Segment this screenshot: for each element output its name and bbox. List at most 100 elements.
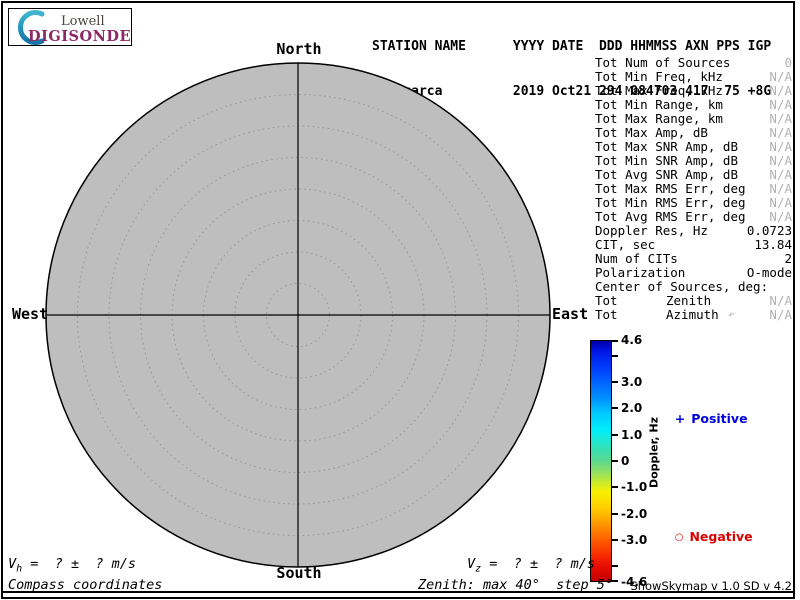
vertical-velocity-readout: Vz = ? ± ? m/s bbox=[467, 556, 595, 575]
stat-value: N/A bbox=[769, 83, 792, 98]
doppler-colorbar: 4.6 3.0 2.0 1.0 0 -1.0 -2.0 -3.0 -4.6 bbox=[590, 333, 790, 589]
colorbar-tick bbox=[612, 407, 618, 410]
stat-row: Tot Avg RMS Err, deg N/A bbox=[595, 210, 792, 224]
stat-value: N/A bbox=[769, 97, 792, 112]
colorbar-tick-label: 1.0 bbox=[621, 427, 643, 442]
stat-row: Tot Min RMS Err, deg N/A bbox=[595, 196, 792, 210]
stats-table: Tot Num of Sources 0 Tot Min Freq, kHz N/A T… bbox=[595, 56, 792, 322]
stat-value: N/A bbox=[769, 307, 792, 322]
stat-row: Tot Max SNR Amp, dB N/A bbox=[595, 140, 792, 154]
colorbar-tick-label: -1.0 bbox=[621, 480, 648, 495]
stat-row: Tot Max Range, km N/A bbox=[595, 112, 792, 126]
stat-label: Tot Avg RMS Err, deg bbox=[595, 209, 746, 224]
azimuth-arrow-icon: ↶ bbox=[728, 308, 735, 321]
stat-label: Tot Min Freq, kHz bbox=[595, 69, 723, 84]
colorbar-tick bbox=[612, 580, 618, 582]
stat-label: Doppler Res, Hz bbox=[595, 223, 708, 238]
stat-label: Tot Max Freq, kHz bbox=[595, 83, 723, 98]
stat-label: Tot Max RMS Err, deg bbox=[595, 181, 746, 196]
vh-symbol: V bbox=[8, 556, 17, 572]
colorbar-tick-label: 4.6 bbox=[621, 333, 643, 347]
stat-row: Tot Min Range, km N/A bbox=[595, 98, 792, 112]
coordinate-system-note: Compass coordinates bbox=[8, 577, 163, 593]
skymap-plot bbox=[45, 62, 551, 568]
stat-label: Num of CITs bbox=[595, 251, 678, 266]
vh-value: = ? ± ? m/s bbox=[22, 556, 136, 572]
stat-row: Tot Min SNR Amp, dB N/A bbox=[595, 154, 792, 168]
stat-label: Tot Num of Sources bbox=[595, 55, 731, 70]
lowell-digisonde-logo: Lowell DIGISONDE bbox=[8, 8, 132, 46]
vz-symbol: V bbox=[467, 556, 476, 572]
stat-row: Tot Num of Sources 0 bbox=[595, 56, 792, 70]
stat-row: Tot Max RMS Err, deg N/A bbox=[595, 182, 792, 196]
plus-marker-icon: + bbox=[674, 411, 686, 426]
zenith-scale-note: Zenith: max 40° step 5° bbox=[418, 577, 614, 593]
colorbar-tick-label: -3.0 bbox=[621, 532, 648, 547]
stat-mid-label: Azimuth bbox=[666, 307, 719, 322]
colorbar-tick bbox=[612, 565, 618, 568]
horizontal-velocity-readout: Vh = ? ± ? m/s bbox=[8, 556, 136, 575]
stat-value: 2 bbox=[784, 251, 792, 266]
stat-value: 13.84 bbox=[754, 237, 792, 252]
compass-label-west: West bbox=[12, 305, 49, 323]
stat-label: CIT, sec bbox=[595, 237, 656, 252]
stat-row: Polarization O-mode bbox=[595, 266, 792, 280]
compass-label-east: East bbox=[552, 305, 589, 323]
colorbar-tick bbox=[612, 433, 618, 436]
colorbar-tick bbox=[612, 460, 618, 462]
colorbar-tick-label: 2.0 bbox=[621, 401, 643, 416]
stat-label: Tot Min SNR Amp, dB bbox=[595, 153, 738, 168]
colorbar-tick bbox=[612, 354, 618, 357]
stat-label: Tot Min Range, km bbox=[595, 97, 723, 112]
legend-negative-label: Negative bbox=[689, 529, 753, 544]
stat-label: Tot Max SNR Amp, dB bbox=[595, 139, 738, 154]
vz-value: = ? ± ? m/s bbox=[481, 556, 595, 572]
stat-value: N/A bbox=[769, 293, 792, 308]
vh-subscript: h bbox=[16, 563, 23, 575]
stat-mid-label: Zenith bbox=[666, 293, 712, 308]
stat-value: N/A bbox=[769, 111, 792, 126]
stat-row: Doppler Res, Hz 0.0723 bbox=[595, 224, 792, 238]
legend-positive: + Positive bbox=[666, 396, 748, 426]
stat-label: Center of Sources, deg: bbox=[595, 279, 769, 294]
stat-value: 0.0723 bbox=[746, 223, 792, 238]
logo-text-digisonde: DIGISONDE bbox=[28, 28, 132, 45]
stat-row: Tot Max Amp, dB N/A bbox=[595, 126, 792, 140]
colorbar-tick-label: -2.0 bbox=[621, 506, 648, 521]
stat-row: Tot Max Freq, kHz N/A bbox=[595, 84, 792, 98]
colorbar-tick-label: 0 bbox=[621, 454, 630, 468]
stat-row: Tot Zenith N/A bbox=[595, 294, 792, 308]
stat-value: O-mode bbox=[746, 265, 792, 280]
compass-label-south: South bbox=[276, 564, 322, 582]
legend-positive-label: Positive bbox=[691, 411, 748, 426]
stat-value: N/A bbox=[769, 195, 792, 210]
stat-label: Tot Max Range, km bbox=[595, 111, 723, 126]
stat-label: Tot Avg SNR Amp, dB bbox=[595, 167, 738, 182]
footer-divider-line bbox=[3, 591, 793, 593]
stat-label: Tot Min RMS Err, deg bbox=[595, 195, 746, 210]
crescent-icon bbox=[18, 10, 45, 45]
stat-label: Tot bbox=[595, 307, 618, 322]
colorbar-tick bbox=[612, 381, 618, 384]
colorbar-tick bbox=[612, 538, 618, 541]
stat-row: Tot Avg SNR Amp, dB N/A bbox=[595, 168, 792, 182]
stat-label: Polarization bbox=[595, 265, 686, 280]
stat-row: Center of Sources, deg: bbox=[595, 280, 792, 294]
colorbar-tick bbox=[612, 340, 618, 342]
header-column-titles: STATION NAME YYYY DATE DDD HHMMSS AXN PP… bbox=[372, 39, 772, 54]
logo-text-lowell: Lowell bbox=[61, 14, 105, 29]
stat-value: N/A bbox=[769, 125, 792, 140]
compass-label-north: North bbox=[276, 40, 322, 58]
stat-row: Num of CITs 2 bbox=[595, 252, 792, 266]
stat-value: N/A bbox=[769, 209, 792, 224]
stat-label: Tot bbox=[595, 293, 618, 308]
circle-marker-icon: ○ bbox=[674, 532, 684, 543]
stat-row: Tot Min Freq, kHz N/A bbox=[595, 70, 792, 84]
stat-value: 0 bbox=[784, 55, 792, 70]
stat-value: N/A bbox=[769, 153, 792, 168]
software-version-credit: ShowSkymap v 1.0 SD v 4.2 bbox=[630, 579, 792, 593]
stat-row: Tot Azimuth ↶ N/A bbox=[595, 308, 792, 322]
legend-negative: ○ Negative bbox=[666, 514, 753, 544]
colorbar-axis-title: Doppler, Hz bbox=[647, 416, 661, 489]
vz-subscript: z bbox=[475, 563, 482, 575]
